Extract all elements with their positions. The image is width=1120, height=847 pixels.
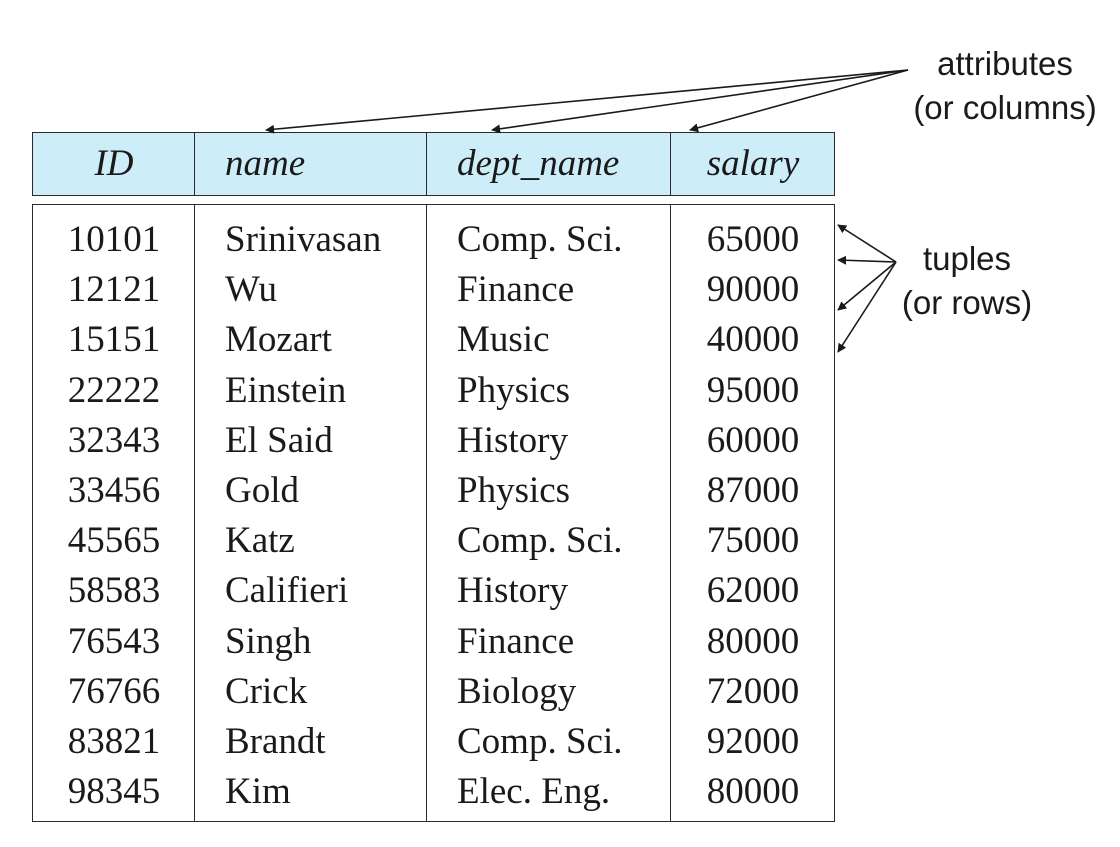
attribute-arrow-dept-name	[491, 69, 909, 134]
cell-salary: 80000	[706, 620, 800, 662]
cell-salary: 75000	[706, 520, 800, 562]
table-row: 58583 Califieri History 62000	[33, 566, 834, 616]
cell-salary: 92000	[706, 721, 800, 762]
cell-id: 76766	[67, 670, 161, 712]
cell-id: 10101	[67, 219, 161, 260]
cell-salary: 72000	[706, 670, 800, 712]
cell-id: 33456	[67, 470, 161, 511]
table-row: 22222 Einstein Physics 95000	[33, 366, 834, 416]
column-divider	[670, 133, 671, 195]
table-header: ID name dept_name salary	[32, 132, 835, 196]
column-divider	[194, 133, 195, 195]
cell-id: 76543	[67, 620, 161, 662]
cell-dept-name: Physics	[457, 470, 571, 511]
cell-dept-name: Music	[457, 319, 550, 361]
cell-id: 22222	[67, 369, 161, 411]
tuples-annotation: tuples (or rows)	[888, 237, 1046, 325]
cell-salary: 60000	[706, 419, 800, 461]
table-row: 45565 Katz Comp. Sci. 75000	[33, 516, 834, 566]
attribute-arrow-name	[265, 69, 909, 134]
cell-dept-name: Comp. Sci.	[457, 219, 623, 260]
cell-salary: 62000	[706, 570, 800, 612]
tuples-sublabel: (or rows)	[901, 284, 1033, 321]
table-row: 76543 Singh Finance 80000	[33, 617, 834, 667]
cell-id: 32343	[67, 419, 161, 461]
attributes-annotation: attributes (or columns)	[898, 42, 1112, 130]
table-row: 15151 Mozart Music 40000	[33, 315, 834, 365]
tuple-arrow-3	[837, 261, 897, 311]
tuples-label: tuples	[922, 240, 1012, 277]
tuple-arrow-1	[837, 224, 897, 263]
cell-id: 83821	[67, 721, 161, 762]
cell-name: Mozart	[225, 319, 332, 361]
column-divider	[426, 205, 427, 821]
cell-name: Kim	[225, 771, 291, 813]
cell-dept-name: Elec. Eng.	[457, 771, 611, 813]
cell-name: Gold	[225, 470, 299, 511]
table-row: 98345 Kim Elec. Eng. 80000	[33, 767, 834, 817]
cell-name: Katz	[225, 520, 295, 562]
cell-id: 45565	[67, 520, 161, 562]
cell-name: Crick	[225, 670, 308, 712]
cell-name: Brandt	[225, 721, 326, 762]
column-header-salary: salary	[706, 143, 800, 184]
cell-id: 12121	[67, 269, 161, 311]
table-row: 83821 Brandt Comp. Sci. 92000	[33, 717, 834, 767]
attribute-arrow-salary	[689, 69, 909, 133]
cell-salary: 40000	[706, 319, 800, 361]
cell-name: El Said	[225, 419, 333, 461]
column-divider	[194, 205, 195, 821]
cell-dept-name: Comp. Sci.	[457, 721, 623, 762]
cell-dept-name: Comp. Sci.	[457, 520, 623, 562]
cell-name: Einstein	[225, 369, 347, 411]
column-divider	[426, 133, 427, 195]
cell-salary: 80000	[706, 771, 800, 813]
column-header-name: name	[225, 143, 306, 184]
attributes-label: attributes	[937, 45, 1073, 82]
cell-dept-name: History	[457, 570, 568, 612]
table-row: 33456 Gold Physics 87000	[33, 466, 834, 516]
cell-name: Srinivasan	[225, 219, 382, 260]
table-row: 76766 Crick Biology 72000	[33, 667, 834, 717]
cell-salary: 87000	[706, 470, 800, 511]
cell-dept-name: Finance	[457, 620, 575, 662]
cell-dept-name: Physics	[457, 369, 571, 411]
cell-salary: 90000	[706, 269, 800, 311]
cell-name: Wu	[225, 269, 277, 311]
cell-salary: 95000	[706, 369, 800, 411]
cell-dept-name: History	[457, 419, 568, 461]
cell-id: 58583	[67, 570, 161, 612]
cell-salary: 65000	[706, 219, 800, 260]
attributes-sublabel: (or columns)	[913, 89, 1097, 126]
table-row: 32343 El Said History 60000	[33, 416, 834, 466]
table-body: 10101 Srinivasan Comp. Sci. 65000 12121 Wu Fin…	[32, 204, 835, 822]
cell-dept-name: Finance	[457, 269, 575, 311]
cell-id: 98345	[67, 771, 161, 813]
cell-name: Califieri	[225, 570, 349, 612]
cell-name: Singh	[225, 620, 312, 662]
tuple-arrow-2	[837, 255, 897, 265]
table-row: 10101 Srinivasan Comp. Sci. 65000	[33, 215, 834, 265]
cell-id: 15151	[67, 319, 161, 361]
column-header-dept-name: dept_name	[457, 143, 620, 184]
column-divider	[670, 205, 671, 821]
table-row: 12121 Wu Finance 90000	[33, 265, 834, 315]
cell-dept-name: Biology	[457, 670, 577, 712]
column-header-id: ID	[94, 143, 134, 184]
tuple-arrow-4	[837, 261, 897, 353]
